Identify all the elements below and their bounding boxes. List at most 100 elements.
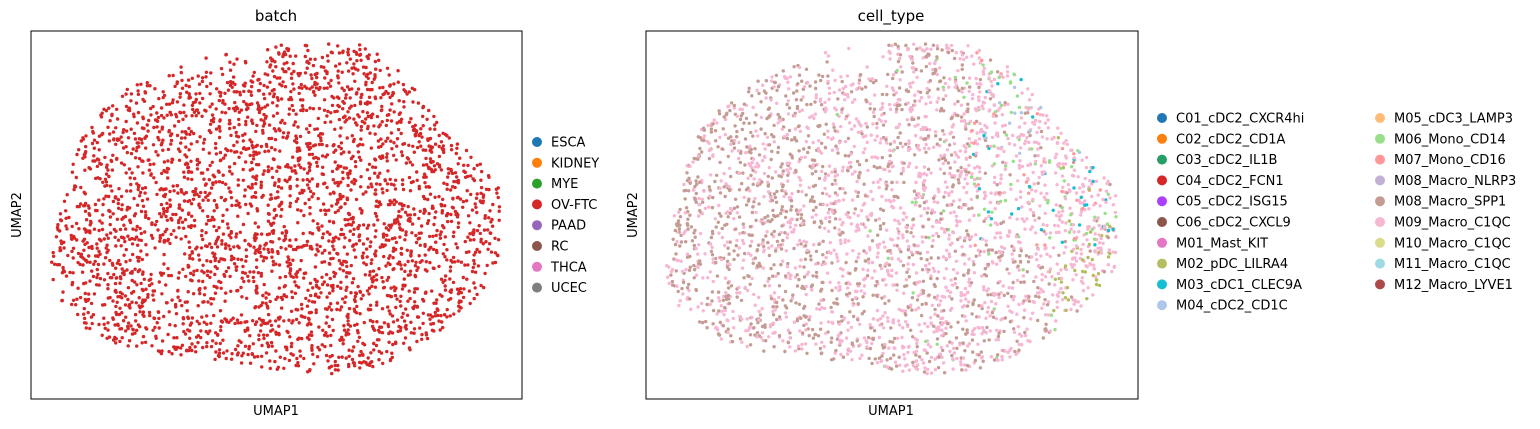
batch-point bbox=[252, 150, 256, 154]
cell-type-point bbox=[723, 308, 727, 313]
batch-point bbox=[396, 69, 400, 73]
batch-point bbox=[483, 216, 487, 220]
batch-point bbox=[468, 221, 472, 225]
batch-point bbox=[373, 188, 378, 192]
batch-point bbox=[155, 192, 159, 197]
batch-point bbox=[102, 237, 107, 241]
batch-point bbox=[325, 185, 329, 190]
batch-point bbox=[121, 235, 125, 240]
batch-point bbox=[106, 271, 110, 276]
batch-point bbox=[333, 181, 337, 185]
batch-point bbox=[205, 269, 210, 273]
cell-type-point bbox=[761, 338, 765, 343]
batch-point bbox=[322, 98, 327, 102]
batch-point bbox=[389, 182, 394, 186]
cell-type-point bbox=[841, 165, 845, 169]
batch-point bbox=[456, 221, 461, 225]
batch-point bbox=[386, 324, 391, 329]
batch-point bbox=[369, 113, 373, 118]
batch-point bbox=[394, 158, 398, 162]
batch-point bbox=[409, 251, 413, 255]
batch-point bbox=[264, 296, 268, 300]
batch-point bbox=[479, 200, 483, 204]
batch-point bbox=[379, 96, 383, 100]
batch-point bbox=[278, 128, 282, 133]
batch-point bbox=[402, 319, 407, 323]
batch-point bbox=[307, 168, 312, 173]
batch-point bbox=[103, 326, 107, 330]
batch-point bbox=[287, 257, 291, 262]
batch-point bbox=[165, 201, 169, 206]
batch-point bbox=[385, 159, 389, 163]
cell-type-point bbox=[972, 332, 976, 337]
batch-point bbox=[395, 121, 399, 125]
batch-point bbox=[262, 282, 266, 287]
batch-point bbox=[111, 199, 116, 204]
batch-point bbox=[339, 205, 343, 209]
batch-point bbox=[97, 134, 102, 138]
batch-point bbox=[85, 229, 90, 233]
batch-point bbox=[341, 338, 345, 342]
batch-point bbox=[166, 167, 171, 171]
cell-type-point bbox=[767, 246, 771, 250]
batch-point bbox=[247, 89, 251, 93]
batch-point bbox=[242, 89, 246, 94]
cell-type-point bbox=[915, 345, 919, 349]
cell-type-point bbox=[759, 219, 763, 224]
legend-marker bbox=[532, 241, 542, 251]
batch-point bbox=[263, 149, 267, 154]
cell-type-point bbox=[1044, 322, 1048, 326]
batch-point bbox=[374, 249, 378, 253]
batch-point bbox=[208, 242, 212, 246]
cell-type-point bbox=[841, 274, 845, 278]
batch-point bbox=[376, 139, 381, 143]
batch-point bbox=[421, 311, 425, 315]
cell-type-point bbox=[1029, 317, 1033, 321]
cell-type-point bbox=[682, 182, 686, 187]
batch-point bbox=[200, 96, 205, 101]
batch-point bbox=[162, 212, 166, 216]
cell-type-point bbox=[988, 314, 992, 318]
batch-point bbox=[347, 354, 351, 358]
cell-type-point bbox=[770, 75, 774, 79]
batch-point bbox=[458, 305, 462, 309]
batch-point bbox=[259, 118, 263, 122]
batch-point bbox=[70, 302, 74, 307]
batch-point bbox=[83, 291, 88, 296]
cell-type-point bbox=[896, 219, 900, 223]
batch-point bbox=[223, 246, 228, 250]
batch-point bbox=[123, 294, 128, 298]
cell-type-point bbox=[1027, 299, 1032, 303]
batch-point bbox=[311, 286, 315, 290]
batch-point bbox=[280, 84, 284, 88]
cell-type-point bbox=[802, 204, 806, 208]
cell-type-point bbox=[940, 226, 944, 231]
cell-type-point bbox=[976, 342, 980, 346]
batch-point bbox=[176, 191, 180, 195]
cell-type-point bbox=[1057, 210, 1061, 214]
cell-type-point bbox=[701, 276, 705, 280]
cell-type-point bbox=[960, 245, 964, 249]
batch-point bbox=[218, 150, 223, 155]
cell-type-point bbox=[823, 186, 827, 191]
batch-point bbox=[279, 214, 283, 218]
batch-point bbox=[463, 239, 467, 244]
batch-point bbox=[434, 248, 439, 253]
batch-point bbox=[461, 205, 465, 209]
batch-point bbox=[448, 289, 452, 294]
batch-point bbox=[452, 230, 456, 234]
batch-point bbox=[328, 84, 333, 89]
batch-point bbox=[247, 344, 252, 349]
batch-point bbox=[327, 219, 332, 223]
cell-type-point bbox=[1006, 291, 1010, 296]
batch-point bbox=[262, 333, 266, 337]
batch-point bbox=[218, 309, 223, 313]
cell-type-point bbox=[965, 331, 969, 335]
batch-point bbox=[466, 163, 470, 168]
batch-point bbox=[261, 293, 265, 298]
cell-type-point bbox=[806, 134, 811, 138]
batch-point bbox=[284, 295, 289, 299]
batch-point bbox=[286, 264, 290, 268]
batch-point bbox=[199, 335, 203, 340]
batch-point bbox=[371, 280, 375, 284]
